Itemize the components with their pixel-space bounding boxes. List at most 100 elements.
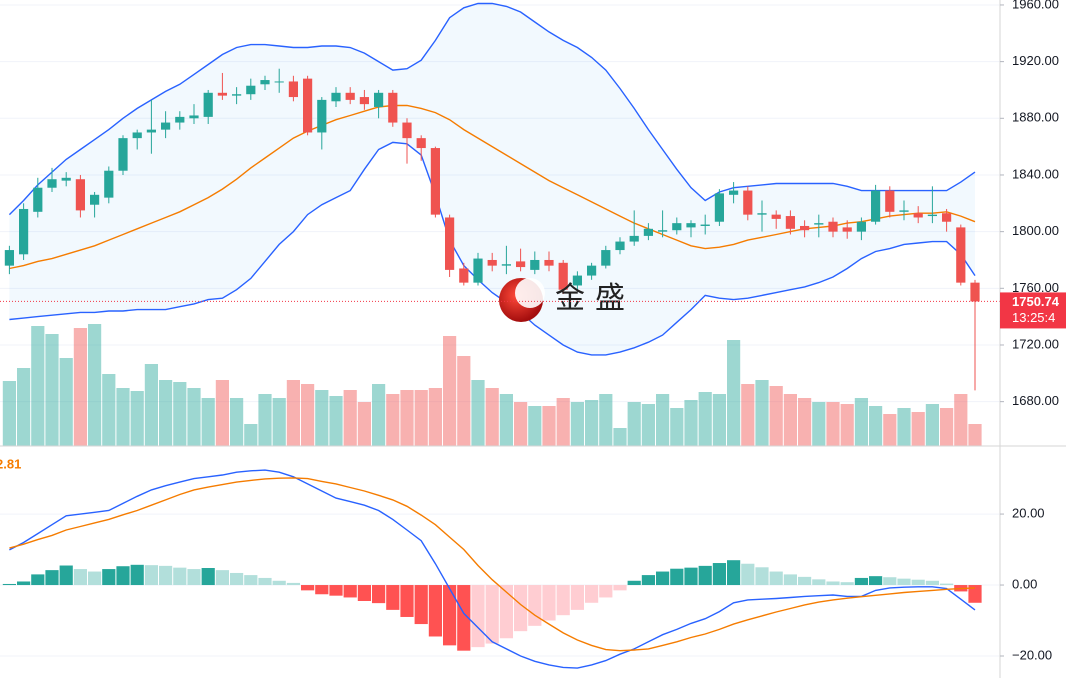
volume-bar [102,374,116,446]
histogram-bar [897,578,911,586]
candle-body [544,259,554,266]
volume-bar [954,394,968,446]
volume-bar [2,381,16,446]
volume-bar [400,390,414,446]
volume-bar [741,384,755,446]
candle-body [615,241,625,251]
candle-body [587,265,597,276]
candle-body [274,81,284,83]
histogram-bar [215,570,229,586]
volume-bar [315,390,329,446]
volume-bar [17,368,31,446]
watermark-text: 金盛 [555,282,635,315]
histogram-bar [2,583,16,586]
candle-body [487,259,497,266]
candle-body [303,78,313,133]
candle-body [686,223,696,228]
countdown-label: 13:25:4 [1012,310,1055,325]
candle-body [118,138,128,171]
candle-body [90,194,100,205]
histogram-bar [372,585,386,604]
candle-body [61,177,71,181]
histogram-bar [627,580,641,586]
volume-bar [173,382,187,446]
candle-body [104,170,114,198]
histogram-bar [755,567,769,586]
candle-body [558,262,568,290]
histogram-bar [301,585,315,591]
histogram-bar [911,579,925,586]
histogram-bar [599,585,613,598]
histogram-bar [315,585,329,595]
candle-body [757,213,767,215]
volume-bar [883,414,897,446]
volume-bar [712,394,726,446]
volume-bar [670,408,684,446]
watermark-logo-cut [515,278,545,308]
volume-bar [940,408,954,446]
y-tick-label: −20.00 [1012,647,1052,662]
candle-body [388,92,398,123]
candle-body [743,190,753,215]
histogram-bar [286,582,300,586]
candle-body [885,190,895,212]
volume-bar [258,394,272,446]
volume-bar [514,402,528,446]
histogram-bar [59,565,73,586]
volume-bar [201,398,215,446]
histogram-bar [641,575,655,586]
candle-body [970,282,980,302]
histogram-bar [727,560,741,586]
histogram-bar [357,585,371,601]
histogram-bar [940,583,954,586]
y-tick-label: 0.00 [1012,576,1037,591]
histogram-bar [499,585,513,639]
volume-bar [301,384,315,446]
candle-body [601,250,611,266]
histogram-bar [258,577,272,586]
histogram-bar [343,585,357,598]
y-tick-label: 1720.00 [1012,336,1059,351]
volume-bar [798,398,812,446]
histogram-bar [698,565,712,586]
candle-body [473,258,483,283]
candle-body [430,148,440,215]
candle-body [232,94,242,96]
candle-body [4,250,14,266]
histogram-bar [272,580,286,586]
candle-body [856,221,866,232]
volume-bar [485,388,499,446]
indicator-value: 2.81 [0,456,21,471]
histogram-bar [130,564,144,586]
volume-bar [428,388,442,446]
volume-bar [698,392,712,446]
candle-body [47,179,57,188]
price-pane: 金盛 [0,2,1000,446]
histogram-bar [585,585,599,603]
volume-bar [968,424,982,446]
macd-pane: 2.81 [0,456,1000,669]
y-tick-label: 20.00 [1012,506,1045,521]
histogram-bar [443,585,457,646]
y-tick-label: 1840.00 [1012,166,1059,181]
volume-bar [31,326,45,446]
histogram-bar [201,568,215,586]
volume-bar [585,400,599,446]
volume-bar [613,428,627,446]
histogram-bar [400,585,414,617]
volume-bar [499,394,513,446]
histogram-bar [173,567,187,586]
volume-bar [854,398,868,446]
candle-body [317,99,327,133]
histogram-bar [883,577,897,586]
histogram-bar [869,576,883,586]
histogram-bar [31,574,45,586]
candle-body [714,193,724,222]
histogram-bar [826,581,840,586]
histogram-bar [329,585,343,596]
candle-body [956,227,966,283]
candle-body [643,228,653,236]
candle-body [175,116,185,123]
candle-body [927,214,937,217]
